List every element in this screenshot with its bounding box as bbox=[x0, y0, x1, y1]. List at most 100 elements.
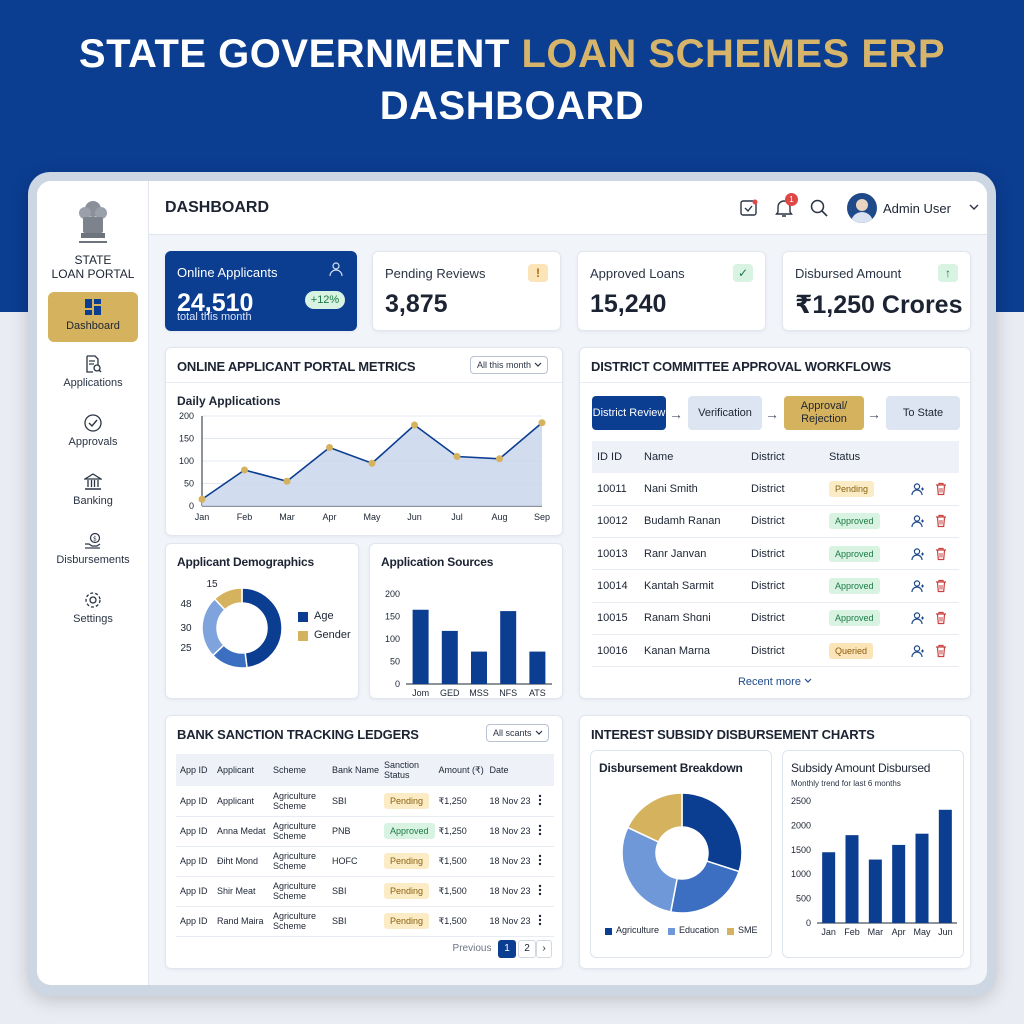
more-vertical-icon[interactable] bbox=[538, 914, 542, 926]
kpi-card-pending-reviews[interactable]: Pending Reviews ! 3,875 bbox=[372, 251, 561, 331]
sidebar-item-dashboard[interactable]: Dashboard bbox=[48, 292, 138, 342]
calendar-check-icon[interactable] bbox=[739, 198, 759, 218]
trash-icon[interactable] bbox=[935, 611, 947, 625]
app-window: STATE LOAN PORTAL Dashboard Applications… bbox=[37, 181, 987, 985]
workflow-step-approval-rejection[interactable]: Approval/ Rejection bbox=[784, 396, 864, 430]
sidebar-item-banking[interactable]: Banking bbox=[48, 467, 138, 517]
divider bbox=[166, 382, 562, 383]
legend-label-education: Education bbox=[679, 925, 720, 935]
x-tick-label: MSS bbox=[469, 688, 489, 698]
table-header-row: ID ID Name District Status bbox=[592, 441, 959, 473]
assign-user-icon[interactable] bbox=[911, 514, 925, 528]
legend-swatch-age bbox=[298, 612, 308, 622]
table-row[interactable]: 10012 Budamh Ranan District Approved bbox=[592, 505, 959, 539]
data-point bbox=[368, 459, 376, 467]
kpi-value: ₹1,250 Crores bbox=[795, 291, 963, 319]
sidebar-item-disbursements[interactable]: $ Disbursements bbox=[48, 526, 138, 576]
cell-date: 18 Nov 23 bbox=[485, 906, 534, 937]
assign-user-icon[interactable] bbox=[911, 644, 925, 658]
cell-id: 10012 bbox=[592, 505, 639, 539]
card-title: Application Sources bbox=[381, 555, 494, 569]
cell-applicant: Applicant bbox=[213, 786, 269, 817]
more-vertical-icon[interactable] bbox=[538, 884, 542, 896]
trash-icon[interactable] bbox=[935, 644, 947, 658]
more-vertical-icon[interactable] bbox=[538, 824, 542, 836]
bank-filter-select[interactable]: All scants bbox=[486, 724, 549, 742]
workflow-step-district-review[interactable]: District Review bbox=[592, 396, 666, 430]
cell-district: District bbox=[746, 602, 824, 635]
period-select[interactable]: All this month bbox=[470, 356, 549, 374]
table-row[interactable]: 10014 Kantah Sarmit District Approved bbox=[592, 569, 959, 603]
sidebar-item-applications[interactable]: Applications bbox=[48, 349, 138, 399]
column-header-id: ID ID bbox=[592, 441, 639, 473]
pie-slice bbox=[213, 587, 243, 611]
chevron-down-icon[interactable] bbox=[969, 202, 979, 212]
user-name[interactable]: Admin User bbox=[883, 201, 951, 216]
search-icon[interactable] bbox=[809, 198, 829, 218]
sidebar-item-label: Approvals bbox=[68, 436, 118, 448]
arrow-right-icon: → bbox=[765, 406, 779, 422]
avatar[interactable] bbox=[847, 193, 877, 223]
trash-icon[interactable] bbox=[935, 547, 947, 561]
legend-swatch-agriculture bbox=[605, 928, 612, 935]
recent-more-label: Recent more bbox=[737, 676, 801, 688]
table-row[interactable]: App ID Shir Meat Agriculture Scheme SBI Pend… bbox=[176, 876, 554, 907]
pagination-page-2[interactable]: 2 bbox=[518, 940, 536, 958]
hero-title-white: STATE GOVERNMENT bbox=[78, 32, 522, 76]
y-tick-label: 2000 bbox=[791, 820, 811, 830]
kpi-card-online-applicants[interactable]: Online Applicants 24,510 total this mont… bbox=[165, 251, 357, 331]
cell-id: 10013 bbox=[592, 537, 639, 571]
table-row[interactable]: App ID Ðiht Mond Agriculture Scheme HOFC Pen… bbox=[176, 846, 554, 877]
assign-user-icon[interactable] bbox=[911, 547, 925, 561]
pagination-next[interactable]: › bbox=[536, 940, 552, 958]
table-row[interactable]: 10015 Ranam Shɑni District Approved bbox=[592, 602, 959, 635]
assign-user-icon[interactable] bbox=[911, 579, 925, 593]
table-row[interactable]: 10016 Kanan Marna District Queried bbox=[592, 634, 959, 668]
workflow-step-to-state[interactable]: To State bbox=[886, 396, 960, 430]
sidebar-item-label: Dashboard bbox=[66, 320, 120, 332]
column-header-applicant: Applicant bbox=[213, 754, 269, 786]
sidebar-item-approvals[interactable]: Approvals bbox=[48, 408, 138, 458]
table-row[interactable]: 10011 Nani Smith District Pending bbox=[592, 473, 959, 506]
check-circle-icon bbox=[84, 414, 102, 432]
table-row[interactable]: 10013 Ranr Janvan District Approved bbox=[592, 537, 959, 571]
cell-actions bbox=[906, 569, 959, 603]
y-tick-label: 1000 bbox=[791, 869, 811, 879]
sidebar-item-settings[interactable]: Settings bbox=[48, 585, 138, 635]
assign-user-icon[interactable] bbox=[911, 611, 925, 625]
table-row[interactable]: App ID Applicant Agriculture Scheme SBI Pend… bbox=[176, 786, 554, 817]
trash-icon[interactable] bbox=[935, 579, 947, 593]
cell-date: 18 Nov 23 bbox=[485, 786, 534, 817]
column-header-sanction-status: Sanction Status bbox=[380, 754, 435, 786]
workflow-step-verification[interactable]: Verification bbox=[688, 396, 762, 430]
x-tick-label: Feb bbox=[844, 927, 860, 937]
pie-slice bbox=[681, 792, 743, 873]
trash-icon[interactable] bbox=[935, 514, 947, 528]
portal-title: STATE LOAN PORTAL bbox=[37, 253, 149, 281]
x-tick-label: Feb bbox=[237, 512, 253, 522]
data-point bbox=[453, 453, 461, 460]
more-vertical-icon[interactable] bbox=[538, 854, 542, 866]
kpi-title: Approved Loans bbox=[590, 266, 685, 281]
kpi-card-approved-loans[interactable]: Approved Loans ✓ 15,240 bbox=[577, 251, 766, 331]
cell-name: Ranr Janvan bbox=[639, 537, 746, 571]
recent-more-link[interactable]: Recent more bbox=[580, 676, 970, 688]
y-tick-label: 200 bbox=[179, 411, 194, 421]
pie-slice bbox=[626, 792, 683, 843]
kpi-card-disbursed-amount[interactable]: Disbursed Amount ↑ ₹1,250 Crores bbox=[782, 251, 971, 331]
y-tick-label: 0 bbox=[395, 679, 400, 689]
cell-name: Budamh Ranan bbox=[639, 505, 746, 539]
cell-applicant: Shir Meat bbox=[213, 876, 269, 907]
table-row[interactable]: App ID Rand Maira Agriculture Scheme SBI Pen… bbox=[176, 906, 554, 937]
pagination-previous[interactable]: Previous bbox=[452, 943, 492, 954]
table-row[interactable]: App ID Anna Medat Agriculture Scheme PNB App… bbox=[176, 816, 554, 847]
more-vertical-icon[interactable] bbox=[538, 794, 542, 806]
assign-user-icon[interactable] bbox=[911, 482, 925, 496]
pagination-page-1[interactable]: 1 bbox=[498, 940, 516, 958]
trash-icon[interactable] bbox=[935, 482, 947, 496]
legend-label-sme: SME bbox=[738, 925, 758, 935]
arrow-right-icon: → bbox=[867, 406, 881, 422]
kpi-title: Online Applicants bbox=[177, 265, 278, 280]
hero-heading: STATE GOVERNMENT LOAN SCHEMES ERP DASHBO… bbox=[0, 28, 1024, 132]
cell-amount: ₹1,500 bbox=[434, 906, 486, 937]
